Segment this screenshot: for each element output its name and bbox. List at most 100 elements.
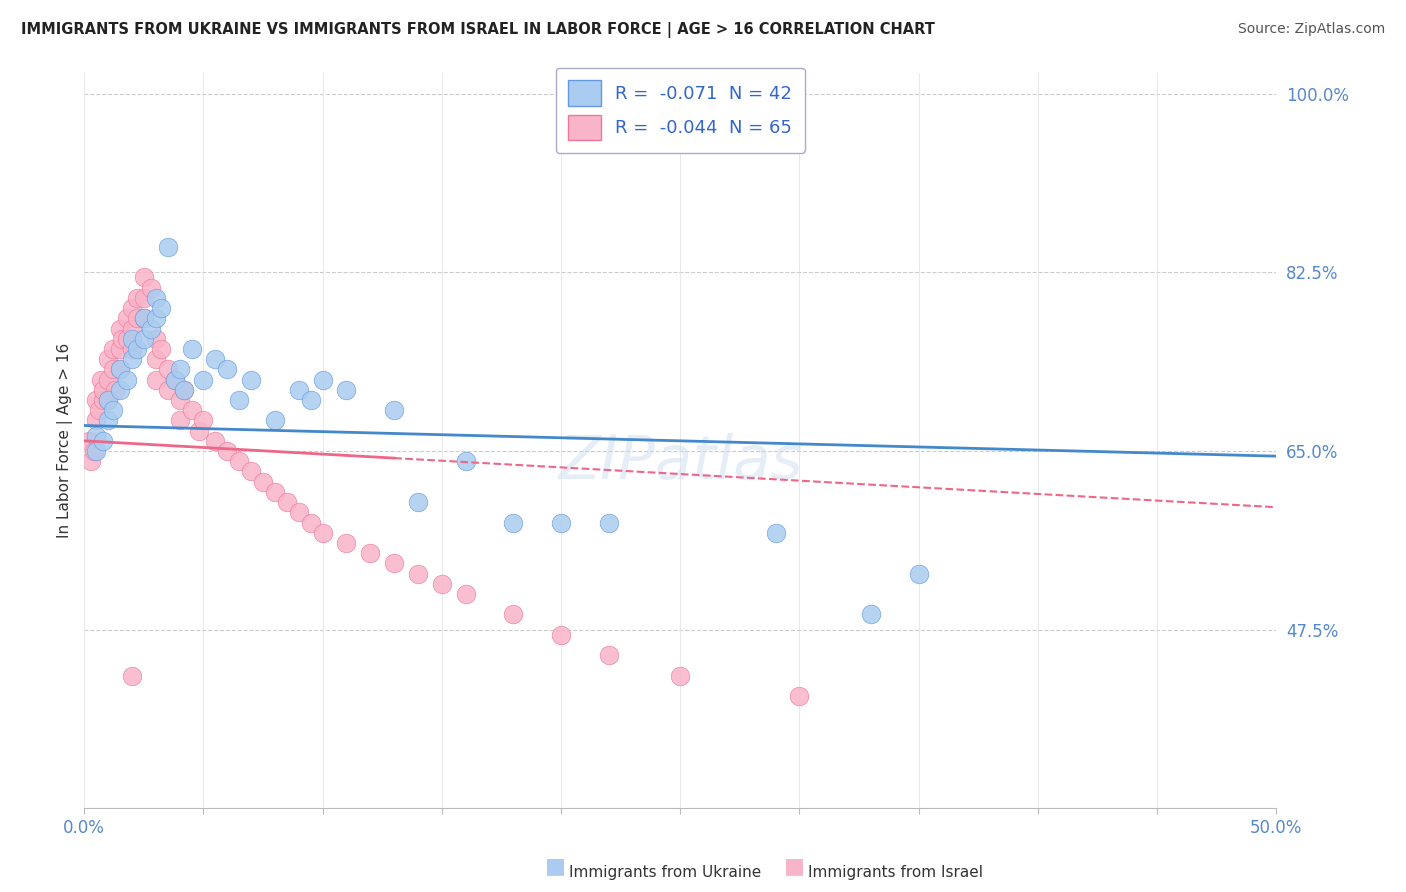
Point [335, 383, 357, 397]
Point [430, 576, 453, 591]
Point [550, 628, 572, 642]
Point [121, 332, 143, 346]
Point [187, 424, 209, 438]
Point [139, 280, 162, 294]
Point [145, 373, 167, 387]
Point [121, 669, 143, 683]
Point [288, 383, 311, 397]
Point [145, 291, 167, 305]
Point [217, 444, 239, 458]
Point [156, 240, 179, 254]
Point [180, 403, 202, 417]
Point [101, 362, 124, 376]
Point [789, 689, 811, 703]
Point [121, 301, 143, 315]
Point [406, 495, 429, 509]
Point [382, 403, 405, 417]
Point [101, 403, 124, 417]
Point [765, 525, 787, 540]
Point [299, 516, 322, 530]
Point [149, 342, 172, 356]
Point [84, 392, 107, 407]
Point [217, 362, 239, 376]
Point [502, 607, 524, 622]
Point [228, 454, 250, 468]
Point [84, 444, 107, 458]
Point [84, 428, 107, 442]
Point [454, 454, 477, 468]
Point [104, 383, 127, 397]
Point [169, 413, 191, 427]
Point [97, 392, 120, 407]
Point [264, 484, 287, 499]
Point [108, 342, 131, 356]
Point [93, 392, 115, 407]
Y-axis label: In Labor Force | Age > 16: In Labor Force | Age > 16 [58, 343, 73, 539]
Point [97, 373, 120, 387]
Point [108, 383, 131, 397]
Point [93, 434, 115, 448]
Point [311, 373, 333, 387]
Point [145, 332, 167, 346]
Point [156, 383, 179, 397]
Legend: R =  -0.071  N = 42, R =  -0.044  N = 65: R = -0.071 N = 42, R = -0.044 N = 65 [555, 68, 804, 153]
Point [121, 352, 143, 367]
Point [859, 607, 882, 622]
Point [264, 413, 287, 427]
Point [149, 301, 172, 315]
Point [173, 383, 195, 397]
Point [382, 557, 405, 571]
Point [240, 373, 263, 387]
Point [83, 444, 105, 458]
Text: Source: ZipAtlas.com: Source: ZipAtlas.com [1237, 22, 1385, 37]
Text: ■: ■ [546, 856, 565, 876]
Point [121, 321, 143, 335]
Point [93, 383, 115, 397]
Point [193, 413, 215, 427]
Point [145, 311, 167, 326]
Point [132, 332, 155, 346]
Point [299, 392, 322, 407]
Point [276, 495, 298, 509]
Point [550, 516, 572, 530]
Point [502, 516, 524, 530]
Point [169, 362, 191, 376]
Point [204, 352, 226, 367]
Point [80, 454, 103, 468]
Point [132, 311, 155, 326]
Point [132, 311, 155, 326]
Point [252, 475, 274, 489]
Point [907, 566, 929, 581]
Point [193, 373, 215, 387]
Point [125, 342, 148, 356]
Point [173, 383, 195, 397]
Point [90, 373, 112, 387]
Point [669, 669, 692, 683]
Text: ZIPatlas: ZIPatlas [558, 434, 803, 492]
Point [156, 362, 179, 376]
Point [359, 546, 381, 560]
Point [115, 332, 138, 346]
Point [97, 392, 120, 407]
Point [163, 373, 186, 387]
Point [84, 413, 107, 427]
Point [115, 373, 138, 387]
Text: Immigrants from Ukraine: Immigrants from Ukraine [569, 865, 762, 880]
Point [111, 332, 134, 346]
Point [139, 321, 162, 335]
Point [169, 392, 191, 407]
Point [204, 434, 226, 448]
Point [240, 465, 263, 479]
Text: ■: ■ [785, 856, 804, 876]
Point [121, 342, 143, 356]
Point [125, 311, 148, 326]
Point [108, 362, 131, 376]
Point [97, 352, 120, 367]
Point [108, 362, 131, 376]
Point [77, 434, 100, 448]
Point [87, 403, 110, 417]
Point [598, 648, 620, 663]
Point [115, 311, 138, 326]
Point [132, 291, 155, 305]
Point [145, 352, 167, 367]
